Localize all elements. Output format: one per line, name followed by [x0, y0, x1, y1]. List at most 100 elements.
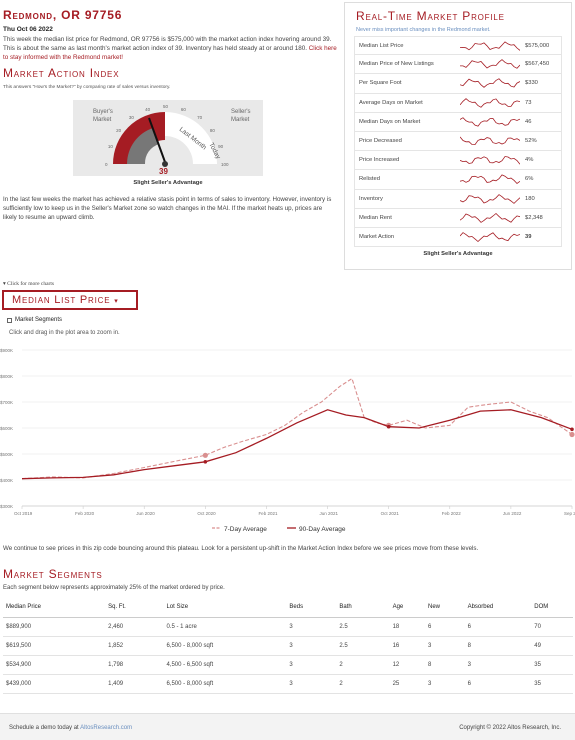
profile-row-label: Relisted: [359, 176, 380, 183]
gauge-value: 39: [159, 167, 168, 176]
profile-row-label: Median Rent: [359, 214, 392, 221]
gauge-tick-label: 30: [129, 115, 135, 120]
y-tick-label: $700K: [0, 400, 13, 405]
gauge-tick-label: 100: [221, 162, 229, 167]
profile-title: Real-Time Market Profile: [356, 9, 505, 23]
profile-row[interactable]: Median Rent $2,348: [354, 208, 562, 228]
more-charts-link[interactable]: ▾ Click for more charts: [3, 281, 55, 287]
profile-row[interactable]: Per Square Foot $330: [354, 74, 562, 94]
table-cell: 6: [464, 617, 532, 637]
table-cell: $534,900: [3, 655, 106, 675]
x-tick-label: Jun 2020: [136, 511, 155, 516]
table-cell: 6,500 - 8,000 sqft: [163, 674, 287, 694]
table-cell: 1,798: [105, 655, 164, 675]
table-cell: 16: [389, 636, 425, 656]
sparkline-path: [460, 232, 520, 243]
market-segments-label: Market Segments: [15, 317, 63, 323]
profile-row-value: 46: [525, 118, 532, 125]
gauge-last-month-band: [127, 128, 159, 164]
sparkline-path: [460, 156, 520, 165]
table-cell: 3: [286, 636, 337, 656]
table-row: $534,900 1,798 4,500 - 6,500 sqft 3 2 12 8 3 35: [3, 655, 573, 675]
y-tick-label: $600K: [0, 426, 13, 431]
column-header: Absorbed: [464, 598, 532, 618]
profile-row-value: 39: [525, 233, 532, 240]
profile-row[interactable]: Median Days on Market 46: [354, 112, 562, 132]
altos-link[interactable]: AltosResearch.com: [80, 725, 133, 731]
mai-subtitle: This answers "How's the Market?" by comp…: [3, 85, 171, 90]
sparkline-path: [460, 40, 520, 51]
market-segments-toggle[interactable]: Market Segments: [7, 317, 62, 323]
series-point: [202, 452, 208, 458]
series-point: [386, 424, 391, 429]
gauge-sellers-zone: [165, 112, 217, 164]
median-list-price-chart[interactable]: $900K $800K $700K $600K $500K $400K $300K Oct 2…: [0, 344, 575, 539]
checkbox-icon[interactable]: [7, 317, 12, 323]
y-tick-label: $500K: [0, 452, 13, 457]
summary-text: This week the median list price for Redm…: [3, 36, 337, 61]
profile-row[interactable]: Market Action 39: [354, 227, 562, 248]
segments-subtitle: Each segment below represents approximat…: [3, 585, 225, 591]
sellers-market-label-2: Market: [231, 117, 250, 123]
profile-row-value: $575,000: [525, 42, 550, 49]
sparkline: [460, 193, 520, 204]
series-line: [21, 409, 573, 480]
column-header: New: [424, 598, 465, 618]
profile-row-value: 4%: [525, 157, 534, 164]
profile-row[interactable]: Median List Price $575,000: [354, 36, 562, 56]
table-cell: $619,500: [3, 636, 106, 656]
gauge-tick-label: 80: [210, 128, 216, 133]
sparkline-path: [460, 117, 520, 127]
schedule-demo: Schedule a demo today at AltosResearch.c…: [9, 725, 132, 731]
table-cell: 6: [464, 674, 532, 694]
gauge-tick-label: 0: [105, 162, 108, 167]
gauge-tick-label: 90: [218, 144, 224, 149]
column-header: DOM: [531, 598, 573, 618]
profile-row-label: Inventory: [359, 195, 383, 202]
table-cell: 4,500 - 6,500 sqft: [163, 655, 287, 675]
profile-row-label: Market Action: [359, 233, 395, 240]
profile-row-value: 180: [525, 195, 535, 202]
profile-row[interactable]: Price Increased 4%: [354, 151, 562, 171]
table-row: $439,000 1,409 6,500 - 8,000 sqft 3 2 25 3 6 35: [3, 674, 573, 694]
table-cell: 3: [286, 655, 337, 675]
x-tick-label: Oct 2020: [197, 511, 216, 516]
series-line: [21, 377, 573, 480]
table-cell: 25: [389, 674, 425, 694]
sparkline: [460, 232, 520, 243]
chart-note: We continue to see prices in this zip co…: [3, 545, 479, 552]
profile-row-label: Median List Price: [359, 42, 404, 49]
series-point: [203, 460, 208, 464]
stay-informed-link[interactable]: Click here to stay informed with the Red…: [3, 45, 337, 61]
series-point: [570, 427, 574, 432]
sellers-market-label: Seller's: [231, 109, 251, 115]
table-cell: 2: [336, 655, 390, 675]
sparkline-path: [460, 78, 520, 89]
market-profile-panel: Real-Time Market Profile Never miss impo…: [344, 2, 572, 270]
profile-row[interactable]: Average Days on Market 73: [354, 93, 562, 113]
profile-row[interactable]: Price Decreased 52%: [354, 131, 562, 152]
profile-row[interactable]: Inventory 180: [354, 189, 562, 209]
table-cell: 35: [531, 674, 573, 694]
chart-type-dropdown[interactable]: Median List Price ▾: [2, 290, 138, 310]
table-cell: 8: [464, 636, 532, 656]
schedule-prefix: Schedule a demo today at: [9, 725, 79, 731]
sparkline: [460, 212, 520, 223]
table-cell: 35: [531, 655, 573, 675]
x-tick-label: Feb 2022: [442, 511, 462, 516]
sparkline-path: [460, 59, 520, 70]
table-cell: $439,000: [3, 674, 106, 694]
segments-table: Median Price Sq. Ft. Lot Size Beds Bath Age Ne…: [3, 598, 573, 694]
y-tick-label: $800K: [0, 374, 13, 379]
buyers-market-label: Buyer's: [93, 109, 113, 115]
sparkline-path: [460, 136, 520, 146]
profile-row-label: Per Square Foot: [359, 80, 402, 87]
column-header: Lot Size: [163, 598, 287, 618]
table-cell: 6: [424, 617, 465, 637]
table-cell: 12: [389, 655, 425, 675]
sparkline: [460, 78, 520, 89]
sparkline: [460, 136, 520, 146]
profile-subtitle: Never miss important changes in the Redm…: [356, 27, 491, 33]
profile-row[interactable]: Relisted 6%: [354, 170, 562, 190]
profile-row[interactable]: Median Price of New Listings $567,450: [354, 55, 562, 75]
